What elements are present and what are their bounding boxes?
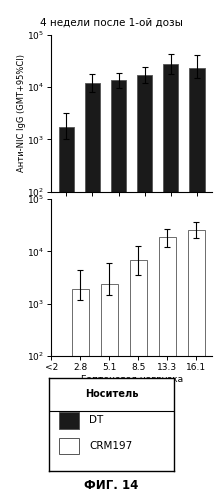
Bar [159, 237, 176, 498]
Y-axis label: Анти-NIC IgG (GMT+95%CI): Анти-NIC IgG (GMT+95%CI) [17, 54, 26, 172]
Bar [72, 289, 89, 498]
Text: CRM197: CRM197 [89, 441, 132, 451]
Bar [130, 259, 147, 498]
Bar [59, 438, 79, 455]
Bar [137, 75, 153, 498]
Bar [101, 284, 118, 498]
Bar [189, 68, 204, 498]
X-axis label: Гаптеновая нагрузка: Гаптеновая нагрузка [81, 375, 183, 384]
Bar [59, 127, 74, 498]
Text: 4 недели после 1-ой дозы: 4 недели после 1-ой дозы [40, 17, 183, 27]
Bar [111, 80, 126, 498]
Text: Носитель: Носитель [85, 389, 138, 399]
Text: ФИГ. 14: ФИГ. 14 [84, 479, 139, 492]
X-axis label: Гаптеновая нагрузка: Гаптеновая нагрузка [81, 211, 183, 220]
Text: DT: DT [89, 415, 103, 425]
Bar [85, 83, 100, 498]
Bar [59, 412, 79, 429]
Bar [163, 64, 178, 498]
Bar [188, 230, 205, 498]
